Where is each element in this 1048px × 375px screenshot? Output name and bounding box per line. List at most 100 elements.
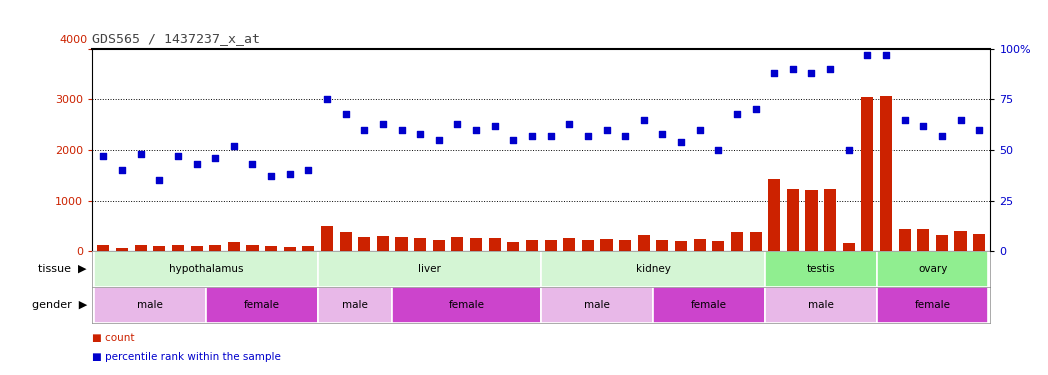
Point <box>374 121 391 127</box>
Text: ovary: ovary <box>918 264 947 274</box>
Point <box>337 111 354 117</box>
Bar <box>94 287 205 322</box>
Bar <box>974 234 985 251</box>
Point <box>953 117 969 123</box>
Text: male: male <box>137 300 162 310</box>
Bar <box>656 240 669 251</box>
Bar <box>340 232 352 251</box>
Point <box>412 131 429 137</box>
Point <box>431 137 447 143</box>
Bar <box>675 241 687 251</box>
Bar <box>955 231 966 251</box>
Bar <box>210 245 221 251</box>
Bar <box>541 287 653 322</box>
Point <box>486 123 503 129</box>
Text: female: female <box>244 300 280 310</box>
Point <box>244 161 261 167</box>
Point <box>692 127 708 133</box>
Point <box>356 127 373 133</box>
Point <box>840 147 857 153</box>
Bar <box>898 230 911 251</box>
Bar <box>284 247 296 251</box>
Text: testis: testis <box>807 264 835 274</box>
Bar <box>653 287 765 322</box>
Text: gender  ▶: gender ▶ <box>31 300 87 310</box>
Point <box>319 96 335 102</box>
Point <box>393 127 410 133</box>
Point <box>225 143 242 149</box>
Point <box>300 167 316 173</box>
Bar <box>191 246 202 251</box>
Bar <box>694 239 705 251</box>
Bar <box>541 251 765 287</box>
Bar <box>433 240 444 251</box>
Bar <box>765 251 877 287</box>
Bar <box>638 234 650 251</box>
Bar <box>582 240 594 251</box>
Point <box>617 133 634 139</box>
Bar <box>545 240 556 251</box>
Text: ■ count: ■ count <box>92 333 135 343</box>
Bar <box>880 96 892 251</box>
Bar <box>843 243 855 251</box>
Bar <box>392 287 541 322</box>
Bar <box>730 231 743 251</box>
Text: liver: liver <box>418 264 441 274</box>
Bar <box>526 240 538 251</box>
Text: female: female <box>915 300 951 310</box>
Bar <box>414 238 427 251</box>
Bar <box>116 248 128 251</box>
Point <box>785 66 802 72</box>
Text: male: male <box>342 300 368 310</box>
Point <box>635 117 652 123</box>
Bar <box>452 237 463 251</box>
Bar <box>470 238 482 251</box>
Bar <box>601 239 613 251</box>
Point <box>206 155 223 161</box>
Bar <box>318 251 541 287</box>
Bar <box>134 245 147 251</box>
Bar <box>227 242 240 251</box>
Point <box>281 171 298 177</box>
Bar <box>302 246 314 251</box>
Point <box>467 127 484 133</box>
Point <box>934 133 951 139</box>
Bar <box>377 236 389 251</box>
Point <box>747 106 764 112</box>
Point <box>598 127 615 133</box>
Text: female: female <box>449 300 485 310</box>
Bar <box>488 238 501 251</box>
Bar <box>97 245 109 251</box>
Bar <box>749 231 762 251</box>
Bar <box>395 237 408 251</box>
Point <box>580 133 596 139</box>
Text: ■ percentile rank within the sample: ■ percentile rank within the sample <box>92 352 281 362</box>
Point <box>766 70 783 76</box>
Point <box>189 161 205 167</box>
Bar <box>205 287 318 322</box>
Bar <box>861 98 873 251</box>
Point <box>877 52 894 58</box>
Text: tissue  ▶: tissue ▶ <box>39 264 87 274</box>
Point <box>673 139 690 145</box>
Point <box>896 117 913 123</box>
Bar <box>321 226 333 251</box>
Point <box>505 137 522 143</box>
Text: male: male <box>808 300 834 310</box>
Bar <box>265 246 277 251</box>
Point <box>859 52 876 58</box>
Point <box>822 66 838 72</box>
Bar <box>936 235 948 251</box>
Point <box>728 111 745 117</box>
Bar <box>172 244 184 251</box>
Point <box>970 127 987 133</box>
Bar <box>246 245 259 251</box>
Bar <box>806 190 817 251</box>
Text: GDS565 / 1437237_x_at: GDS565 / 1437237_x_at <box>92 32 260 45</box>
Bar <box>619 240 631 251</box>
Bar <box>358 237 370 251</box>
Bar <box>787 189 799 251</box>
Bar <box>768 179 781 251</box>
Point <box>654 131 671 137</box>
Point <box>709 147 726 153</box>
